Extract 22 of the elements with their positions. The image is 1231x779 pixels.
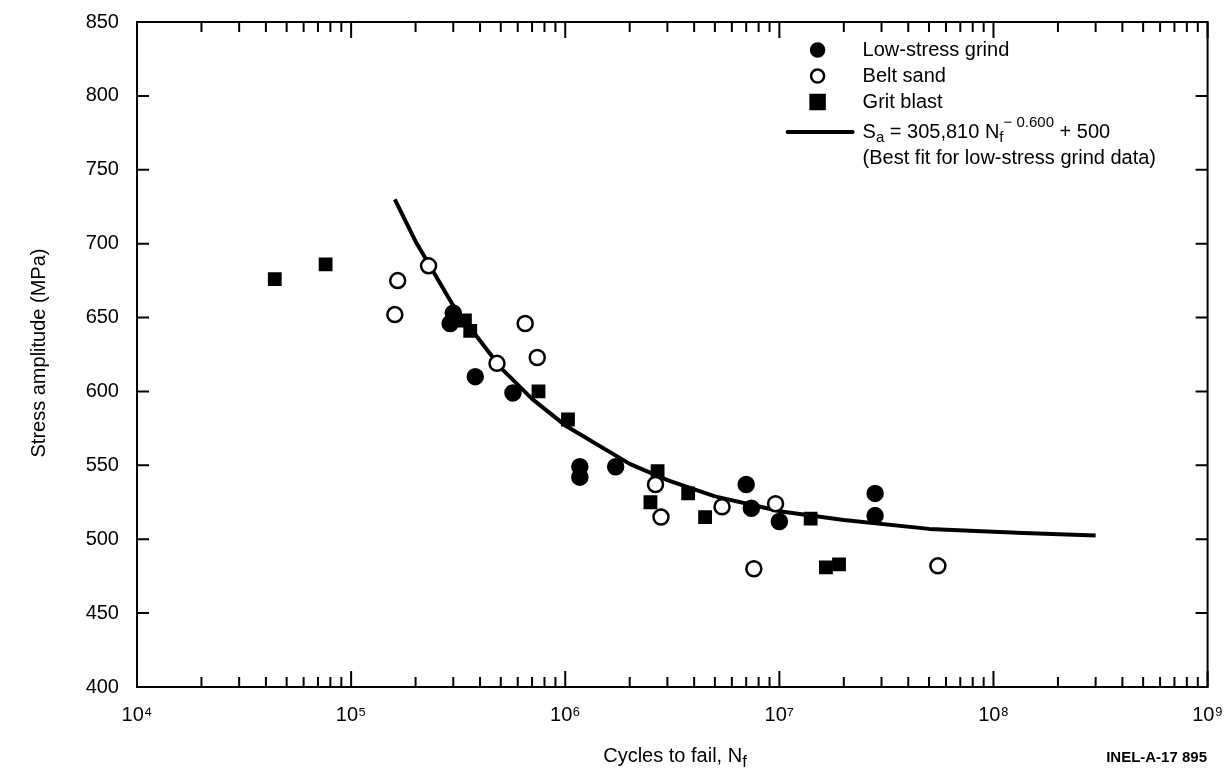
y-tick-label: 750: [85, 157, 119, 180]
y-tick-label: 400: [85, 674, 119, 697]
y-axis-title: Stress amplitude (MPa): [26, 248, 50, 457]
y-tick-label: 500: [85, 526, 119, 549]
x-tick-label: 10⁴: [121, 702, 153, 725]
y-tick-label: 600: [85, 378, 119, 401]
x-tick-label: 10⁶: [550, 702, 581, 725]
x-tick-label: 10⁷: [764, 702, 795, 725]
legend-label: Low-stress grind: [862, 37, 1010, 60]
y-tick-label: 700: [85, 231, 119, 254]
text: INEL-A-17 895: [1106, 748, 1207, 765]
y-tick-label: 650: [85, 305, 119, 328]
y-tick-label: 450: [85, 600, 119, 623]
y-tick-label: 550: [85, 452, 119, 475]
x-axis-title: Cycles to fail, N$_{f}$: [603, 744, 747, 772]
x-tick-label: 10⁵: [335, 702, 367, 725]
legend-label: Belt sand: [862, 63, 946, 86]
x-tick-label: 10⁹: [1192, 702, 1223, 725]
legend-label: Grit blast: [862, 89, 944, 112]
x-tick-label: 10⁸: [978, 702, 1009, 725]
y-tick-label: 850: [85, 9, 119, 32]
y-tick-label: 800: [85, 83, 119, 106]
